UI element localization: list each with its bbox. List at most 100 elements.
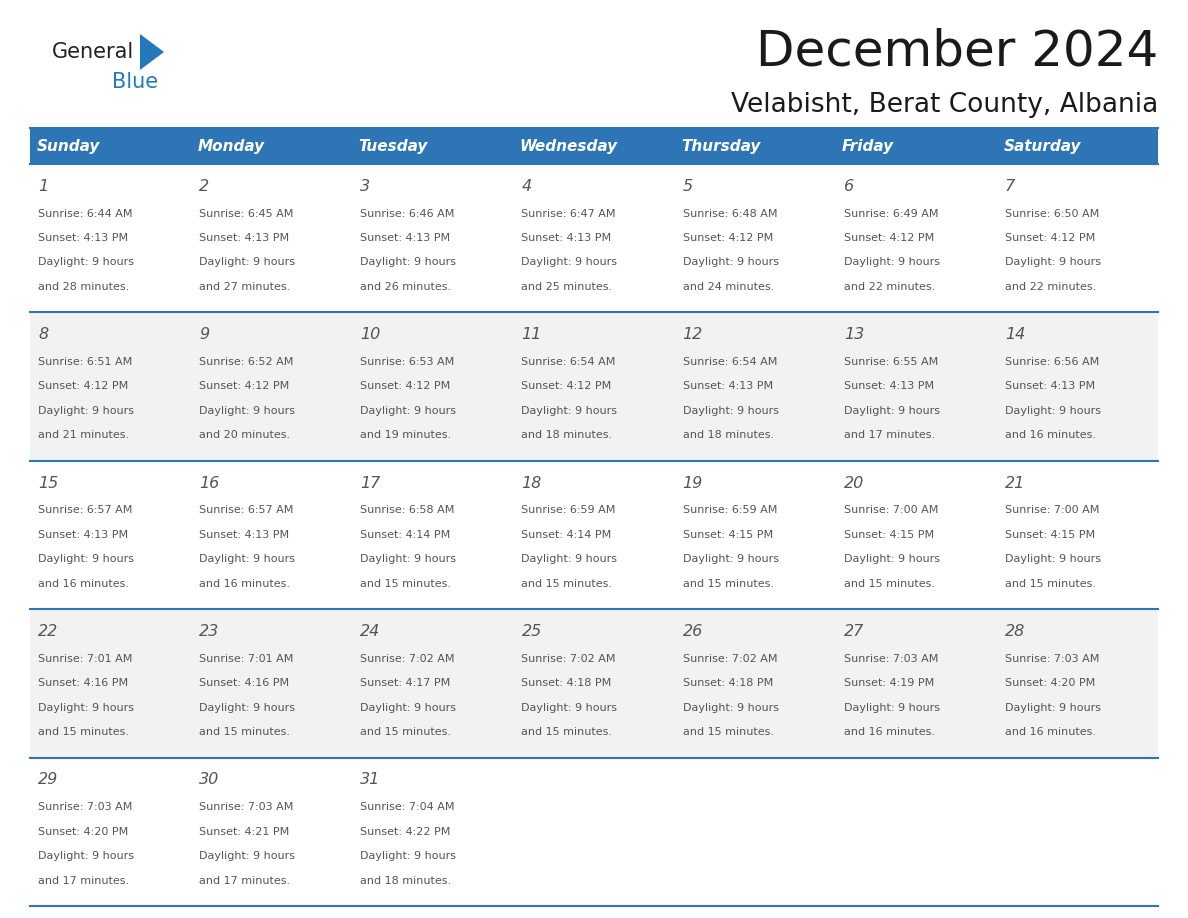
Text: and 16 minutes.: and 16 minutes. <box>1005 431 1095 441</box>
Bar <box>30 128 1158 164</box>
Text: and 26 minutes.: and 26 minutes. <box>360 282 451 292</box>
Text: Daylight: 9 hours: Daylight: 9 hours <box>683 257 778 267</box>
Text: and 15 minutes.: and 15 minutes. <box>683 727 773 737</box>
Text: Sunset: 4:21 PM: Sunset: 4:21 PM <box>200 826 290 836</box>
Text: Daylight: 9 hours: Daylight: 9 hours <box>522 406 618 416</box>
Text: Tuesday: Tuesday <box>359 139 428 153</box>
Text: Sunset: 4:14 PM: Sunset: 4:14 PM <box>522 530 612 540</box>
Text: 12: 12 <box>683 327 703 342</box>
Text: Daylight: 9 hours: Daylight: 9 hours <box>360 406 456 416</box>
Text: 10: 10 <box>360 327 380 342</box>
Text: and 15 minutes.: and 15 minutes. <box>843 578 935 588</box>
Bar <box>30 757 1158 906</box>
Text: 26: 26 <box>683 624 703 639</box>
Text: Daylight: 9 hours: Daylight: 9 hours <box>683 702 778 712</box>
Text: Daylight: 9 hours: Daylight: 9 hours <box>360 257 456 267</box>
Text: 4: 4 <box>522 179 531 194</box>
Text: Sunrise: 6:47 AM: Sunrise: 6:47 AM <box>522 208 617 218</box>
Text: Daylight: 9 hours: Daylight: 9 hours <box>38 406 134 416</box>
Text: Sunrise: 7:01 AM: Sunrise: 7:01 AM <box>38 654 132 664</box>
Text: 3: 3 <box>360 179 371 194</box>
Text: Daylight: 9 hours: Daylight: 9 hours <box>38 554 134 565</box>
Text: Sunrise: 6:58 AM: Sunrise: 6:58 AM <box>360 505 455 515</box>
Text: Daylight: 9 hours: Daylight: 9 hours <box>683 406 778 416</box>
Text: Daylight: 9 hours: Daylight: 9 hours <box>200 257 295 267</box>
Text: 18: 18 <box>522 476 542 490</box>
Text: Daylight: 9 hours: Daylight: 9 hours <box>522 257 618 267</box>
Text: Sunset: 4:13 PM: Sunset: 4:13 PM <box>200 530 290 540</box>
Text: and 15 minutes.: and 15 minutes. <box>360 727 451 737</box>
Text: and 24 minutes.: and 24 minutes. <box>683 282 773 292</box>
Text: Sunrise: 7:00 AM: Sunrise: 7:00 AM <box>1005 505 1099 515</box>
Text: Daylight: 9 hours: Daylight: 9 hours <box>683 554 778 565</box>
Text: Sunset: 4:13 PM: Sunset: 4:13 PM <box>522 233 612 243</box>
Text: Daylight: 9 hours: Daylight: 9 hours <box>843 257 940 267</box>
Text: and 27 minutes.: and 27 minutes. <box>200 282 290 292</box>
Text: Sunrise: 6:54 AM: Sunrise: 6:54 AM <box>522 357 615 367</box>
Text: 13: 13 <box>843 327 864 342</box>
Text: and 17 minutes.: and 17 minutes. <box>38 876 129 886</box>
Text: December 2024: December 2024 <box>756 28 1158 76</box>
Text: 24: 24 <box>360 624 380 639</box>
Text: 21: 21 <box>1005 476 1025 490</box>
Text: Sunset: 4:13 PM: Sunset: 4:13 PM <box>38 233 128 243</box>
Text: Daylight: 9 hours: Daylight: 9 hours <box>38 702 134 712</box>
Text: Sunset: 4:13 PM: Sunset: 4:13 PM <box>683 381 772 391</box>
Text: Sunset: 4:12 PM: Sunset: 4:12 PM <box>522 381 612 391</box>
Text: Daylight: 9 hours: Daylight: 9 hours <box>360 702 456 712</box>
Text: and 20 minutes.: and 20 minutes. <box>200 431 290 441</box>
Text: Sunrise: 6:57 AM: Sunrise: 6:57 AM <box>200 505 293 515</box>
Text: Monday: Monday <box>197 139 265 153</box>
Text: Sunrise: 6:59 AM: Sunrise: 6:59 AM <box>522 505 615 515</box>
Text: Sunset: 4:12 PM: Sunset: 4:12 PM <box>38 381 128 391</box>
Text: Daylight: 9 hours: Daylight: 9 hours <box>360 554 456 565</box>
Text: Sunset: 4:16 PM: Sunset: 4:16 PM <box>38 678 128 688</box>
Text: Sunset: 4:14 PM: Sunset: 4:14 PM <box>360 530 450 540</box>
Text: 6: 6 <box>843 179 854 194</box>
Text: and 16 minutes.: and 16 minutes. <box>200 578 290 588</box>
Text: 14: 14 <box>1005 327 1025 342</box>
Text: Sunset: 4:15 PM: Sunset: 4:15 PM <box>843 530 934 540</box>
Text: and 15 minutes.: and 15 minutes. <box>360 578 451 588</box>
Text: and 15 minutes.: and 15 minutes. <box>683 578 773 588</box>
Text: Sunrise: 7:03 AM: Sunrise: 7:03 AM <box>200 802 293 812</box>
Text: Sunset: 4:13 PM: Sunset: 4:13 PM <box>1005 381 1095 391</box>
Text: General: General <box>52 42 134 62</box>
Bar <box>30 164 1158 312</box>
Text: 5: 5 <box>683 179 693 194</box>
Text: Blue: Blue <box>112 72 158 92</box>
Text: 19: 19 <box>683 476 703 490</box>
Text: and 18 minutes.: and 18 minutes. <box>683 431 773 441</box>
Text: Velabisht, Berat County, Albania: Velabisht, Berat County, Albania <box>731 92 1158 118</box>
Text: Sunrise: 6:53 AM: Sunrise: 6:53 AM <box>360 357 455 367</box>
Text: Sunrise: 6:55 AM: Sunrise: 6:55 AM <box>843 357 939 367</box>
Bar <box>30 610 1158 757</box>
Text: Sunrise: 7:03 AM: Sunrise: 7:03 AM <box>1005 654 1099 664</box>
Text: Sunrise: 6:52 AM: Sunrise: 6:52 AM <box>200 357 293 367</box>
Text: Sunrise: 6:59 AM: Sunrise: 6:59 AM <box>683 505 777 515</box>
Text: Sunset: 4:12 PM: Sunset: 4:12 PM <box>683 233 773 243</box>
Text: Sunrise: 7:03 AM: Sunrise: 7:03 AM <box>38 802 132 812</box>
Text: Sunset: 4:12 PM: Sunset: 4:12 PM <box>200 381 290 391</box>
Text: Friday: Friday <box>842 139 895 153</box>
Text: Sunrise: 6:56 AM: Sunrise: 6:56 AM <box>1005 357 1099 367</box>
Text: Daylight: 9 hours: Daylight: 9 hours <box>1005 257 1101 267</box>
Text: 16: 16 <box>200 476 220 490</box>
Text: Sunset: 4:22 PM: Sunset: 4:22 PM <box>360 826 450 836</box>
Text: Sunrise: 6:46 AM: Sunrise: 6:46 AM <box>360 208 455 218</box>
Bar <box>30 312 1158 461</box>
Text: Thursday: Thursday <box>681 139 760 153</box>
Text: and 16 minutes.: and 16 minutes. <box>1005 727 1095 737</box>
Text: and 28 minutes.: and 28 minutes. <box>38 282 129 292</box>
Text: Sunset: 4:17 PM: Sunset: 4:17 PM <box>360 678 450 688</box>
Text: 23: 23 <box>200 624 220 639</box>
Text: and 15 minutes.: and 15 minutes. <box>200 727 290 737</box>
Text: 31: 31 <box>360 772 380 788</box>
Text: Daylight: 9 hours: Daylight: 9 hours <box>1005 406 1101 416</box>
Text: 25: 25 <box>522 624 542 639</box>
Text: Sunrise: 6:48 AM: Sunrise: 6:48 AM <box>683 208 777 218</box>
Text: Daylight: 9 hours: Daylight: 9 hours <box>38 851 134 861</box>
Text: and 17 minutes.: and 17 minutes. <box>200 876 290 886</box>
Text: Sunrise: 7:04 AM: Sunrise: 7:04 AM <box>360 802 455 812</box>
Polygon shape <box>140 34 164 70</box>
